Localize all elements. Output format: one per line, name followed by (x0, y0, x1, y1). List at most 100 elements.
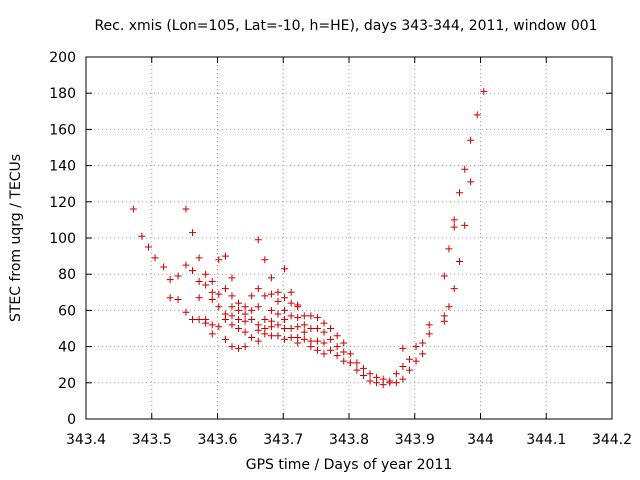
data-point (333, 352, 341, 360)
data-point (267, 274, 275, 282)
data-point (267, 306, 275, 314)
data-point (392, 370, 400, 378)
data-point (359, 364, 367, 372)
data-point (445, 245, 453, 253)
data-point (208, 321, 216, 329)
data-point (399, 375, 407, 383)
data-point (215, 256, 223, 264)
data-point (405, 355, 413, 363)
data-point (248, 334, 256, 342)
data-point (300, 328, 308, 336)
x-tick-label: 343.6 (197, 432, 237, 448)
data-point (274, 288, 282, 296)
x-axis-label: GPS time / Days of year 2011 (246, 457, 453, 473)
data-point (267, 290, 275, 298)
x-tick-label: 343.7 (263, 432, 303, 448)
data-point (353, 366, 361, 374)
data-point (215, 323, 223, 331)
data-point (228, 274, 236, 282)
data-point (241, 303, 249, 311)
data-point (241, 310, 249, 318)
data-point (473, 111, 481, 119)
data-point (241, 317, 249, 325)
y-tick-label: 40 (58, 340, 76, 356)
data-point (221, 315, 229, 323)
data-point (274, 321, 282, 329)
data-point (248, 292, 256, 300)
data-point (412, 343, 420, 351)
data-point (138, 232, 146, 240)
data-points (129, 87, 488, 389)
data-point (274, 297, 282, 305)
data-point (189, 267, 197, 275)
data-point (182, 261, 190, 269)
data-point (386, 379, 394, 387)
data-point (287, 288, 295, 296)
data-point (281, 335, 289, 343)
data-point (287, 312, 295, 320)
data-point (340, 339, 348, 347)
data-point (467, 136, 475, 144)
data-point (313, 346, 321, 354)
data-point (267, 323, 275, 331)
y-tick-label: 140 (49, 159, 76, 175)
data-point (346, 350, 354, 358)
data-point (248, 315, 256, 323)
data-point (174, 272, 182, 280)
data-point (366, 377, 374, 385)
data-point (450, 223, 458, 231)
data-point (182, 308, 190, 316)
data-point (281, 325, 289, 332)
x-tick-label: 344.2 (592, 432, 632, 448)
data-point (208, 296, 216, 304)
grid-lines (86, 57, 612, 419)
data-point (267, 332, 275, 340)
data-point (166, 294, 174, 302)
data-point (340, 357, 348, 365)
y-tick-label: 200 (49, 50, 76, 66)
data-point (373, 379, 381, 387)
data-point (287, 334, 295, 342)
y-tick-label: 0 (67, 412, 76, 428)
data-point (480, 87, 488, 95)
data-point (129, 205, 137, 213)
x-tick-label: 343.5 (132, 432, 172, 448)
data-point (313, 325, 321, 332)
data-point (287, 299, 295, 307)
y-tick-label: 120 (49, 195, 76, 211)
data-point (160, 263, 168, 271)
data-point (333, 332, 341, 340)
data-point (399, 363, 407, 371)
data-point (455, 189, 463, 197)
data-point (228, 343, 236, 351)
data-point (307, 325, 315, 332)
data-point (261, 256, 269, 264)
data-point (215, 290, 223, 298)
data-point (327, 325, 335, 332)
data-point (320, 339, 328, 347)
data-point (221, 285, 229, 293)
data-point (440, 317, 448, 325)
data-point (287, 325, 295, 332)
data-point (281, 306, 289, 314)
data-point (144, 243, 152, 251)
data-point (274, 332, 282, 340)
y-tick-label: 60 (58, 303, 76, 319)
data-point (195, 315, 203, 323)
data-point (228, 292, 236, 300)
data-point (261, 315, 269, 323)
data-point (445, 303, 453, 311)
y-tick-label: 100 (49, 231, 76, 247)
data-point (241, 343, 249, 351)
data-point (261, 330, 269, 338)
data-point (320, 350, 328, 358)
data-point (254, 337, 262, 345)
data-point (440, 272, 448, 280)
data-point (281, 265, 289, 273)
data-point (359, 372, 367, 380)
data-point (405, 366, 413, 374)
axis-ticks (85, 56, 613, 420)
data-point (195, 254, 203, 262)
data-point (419, 350, 427, 358)
